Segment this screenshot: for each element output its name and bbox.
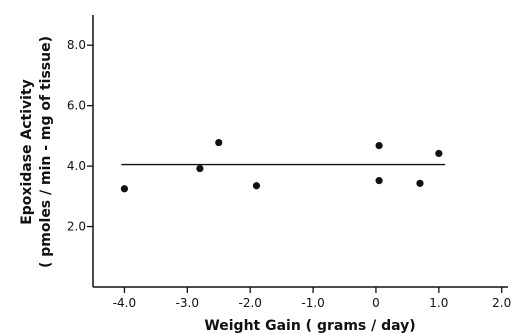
y-tick-label: 2.0 <box>67 220 86 234</box>
x-tick-label: -3.0 <box>176 296 199 310</box>
y-tick-label: 4.0 <box>67 159 86 173</box>
data-point <box>435 149 443 158</box>
data-point <box>375 177 383 185</box>
x-tick-label: 0 <box>372 296 380 310</box>
y-tick-label: 8.0 <box>67 38 86 52</box>
y-axis: 2.0 4.0 6.0 8.0 <box>67 15 94 287</box>
x-tick-label: -4.0 <box>113 296 136 310</box>
data-point <box>215 138 223 147</box>
x-tick-label: 2.0 <box>492 296 511 310</box>
x-axis-title: Weight Gain ( grams / day) <box>204 318 415 334</box>
data-point <box>120 185 129 193</box>
data-point <box>416 179 424 187</box>
x-axis: -4.0 -3.0 -2.0 -1.0 0 1.0 2.0 <box>93 286 511 310</box>
data-point <box>252 182 261 190</box>
data-point <box>196 164 204 173</box>
y-axis-title-line1: Epoxidase Activity <box>19 79 35 225</box>
y-axis-title-line2: ( pmoles / min - mg of tissue) <box>38 36 54 268</box>
x-tick-label: -1.0 <box>301 296 324 310</box>
x-tick-label: -2.0 <box>238 296 261 310</box>
y-tick-label: 6.0 <box>67 99 86 113</box>
x-tick-label: 1.0 <box>429 296 448 310</box>
data-points <box>120 138 443 193</box>
data-point <box>375 141 383 150</box>
